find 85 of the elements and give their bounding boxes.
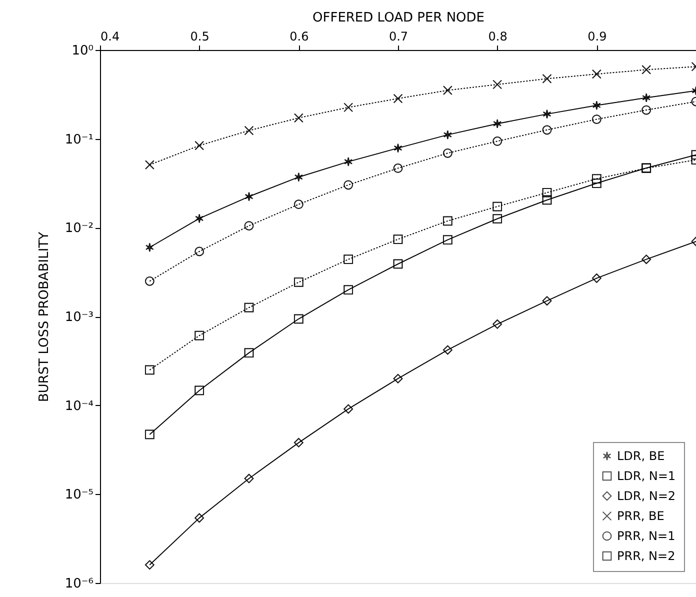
x-tick-label: 0.9 (588, 30, 607, 44)
point (442, 235, 452, 244)
x-tick-label: 0.5 (190, 30, 210, 44)
y-tick-label: 10⁻⁴ (64, 398, 94, 414)
point (442, 148, 452, 158)
point (642, 65, 652, 74)
point (344, 285, 354, 294)
point (344, 102, 354, 112)
point (493, 119, 502, 128)
legend-label: LDR, N=1 (617, 469, 676, 483)
point (144, 365, 154, 375)
point (146, 242, 154, 252)
point (444, 130, 452, 140)
point (294, 278, 304, 287)
point (194, 330, 204, 340)
point (244, 221, 254, 230)
point (592, 178, 602, 188)
legend-label: PRR, N=1 (617, 529, 676, 543)
legend-label: LDR, BE (617, 449, 665, 463)
point (144, 430, 154, 440)
y-tick-label: 10⁻¹ (64, 132, 94, 148)
point (194, 386, 204, 396)
point (542, 125, 552, 135)
x-tick-label: 0.4 (100, 30, 120, 44)
point (642, 105, 652, 115)
point (442, 345, 452, 355)
legend-label: PRR, N=2 (617, 549, 676, 563)
point (542, 109, 552, 119)
point (592, 69, 602, 79)
y-tick-label: 10⁻² (64, 221, 94, 236)
legend-label: LDR, N=2 (617, 489, 676, 503)
point (393, 259, 403, 269)
point (294, 113, 304, 123)
point (144, 160, 154, 170)
point (194, 513, 204, 523)
x-tick-label: 0.8 (488, 30, 508, 44)
point (294, 314, 304, 324)
point (244, 348, 254, 358)
y-tick-label: 10⁻⁶ (64, 576, 94, 592)
point (492, 202, 502, 212)
point (393, 94, 403, 104)
point (442, 86, 452, 95)
point (542, 74, 552, 84)
point (542, 195, 552, 205)
point (244, 126, 254, 136)
point (492, 319, 502, 329)
point (344, 157, 352, 166)
legend-label: PRR, BE (617, 509, 664, 523)
x-tick-label: 0.6 (290, 30, 309, 44)
point (393, 234, 403, 244)
point (642, 254, 652, 264)
y-axis-title: BURST LOSS PROBABILITY (36, 232, 52, 402)
y-tick-label: 10⁻⁵ (64, 488, 94, 503)
point (194, 246, 204, 256)
point (592, 100, 601, 110)
point (194, 140, 204, 150)
point (393, 164, 403, 173)
point (592, 174, 602, 184)
y-tick-label: 10⁰ (72, 44, 94, 58)
point (393, 374, 403, 384)
point (542, 188, 552, 198)
point (195, 214, 204, 224)
point (592, 274, 602, 283)
point (244, 302, 254, 312)
x-axis-title: OFFERED LOAD PER NODE (312, 10, 485, 26)
point (244, 192, 254, 202)
x-tick-label: 0.7 (388, 30, 408, 44)
point (592, 114, 602, 124)
point (344, 404, 354, 414)
point (492, 80, 502, 90)
point (442, 216, 452, 226)
point (144, 560, 154, 570)
point (492, 214, 502, 224)
point (344, 180, 354, 190)
point (344, 254, 354, 264)
point (244, 474, 254, 484)
point (144, 276, 154, 286)
point (394, 143, 402, 153)
point (294, 172, 303, 182)
point (294, 438, 304, 448)
point (294, 200, 304, 210)
point (542, 296, 552, 306)
y-tick-label: 10⁻³ (64, 310, 94, 325)
point (642, 93, 650, 102)
point (492, 136, 502, 146)
